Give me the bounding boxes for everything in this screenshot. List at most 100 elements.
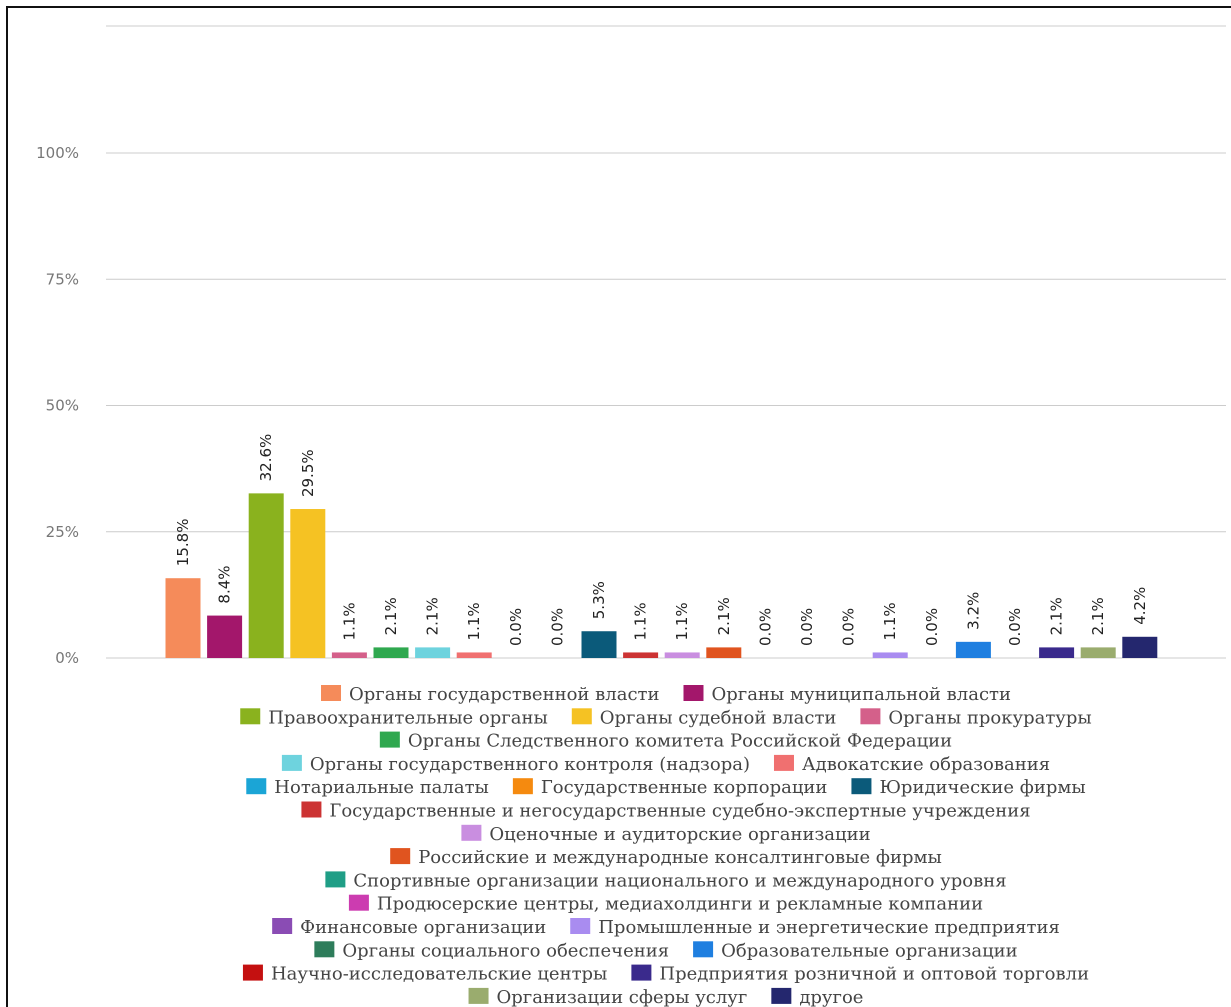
- legend-label: Органы прокуратуры: [888, 707, 1091, 728]
- data-label: 32.6%: [257, 434, 275, 482]
- legend-item[interactable]: Организации сферы услуг: [468, 987, 748, 1007]
- data-label: 2.1%: [382, 597, 400, 635]
- legend-swatch: [683, 685, 704, 701]
- data-label: 2.1%: [715, 597, 733, 635]
- legend-swatch: [240, 708, 261, 725]
- data-label: 29.5%: [299, 449, 317, 497]
- legend: Органы государственной власти Органы муни…: [240, 684, 1092, 1007]
- bar: [165, 578, 201, 658]
- legend-label: Государственные корпорации: [541, 777, 828, 798]
- legend-item[interactable]: Российские и международные консалтинговы…: [390, 847, 942, 868]
- legend-item[interactable]: другое: [771, 987, 863, 1007]
- legend-swatch: [512, 778, 533, 795]
- legend-label: Научно-исследовательские центры: [271, 964, 607, 985]
- legend-item[interactable]: Юридические фирмы: [851, 777, 1086, 798]
- legend-item[interactable]: Образовательные организации: [693, 940, 1018, 961]
- legend-label: Финансовые организации: [300, 917, 546, 938]
- legend-swatch: [570, 918, 591, 934]
- legend-item[interactable]: Органы Следственного комитета Российской…: [379, 731, 952, 752]
- data-label: 0.0%: [507, 608, 525, 646]
- legend-swatch: [571, 708, 592, 725]
- legend-swatch: [321, 685, 342, 701]
- legend-label: Органы государственного контроля (надзор…: [310, 754, 750, 775]
- legend-item[interactable]: Органы муниципальной власти: [683, 684, 1011, 705]
- legend-swatch: [461, 824, 482, 841]
- data-label: 1.1%: [881, 602, 899, 640]
- legend-label: Правоохранительные органы: [268, 707, 548, 728]
- bar: [955, 641, 991, 658]
- data-label: 2.1%: [1048, 597, 1066, 635]
- legend-item[interactable]: Органы социального обеспечения: [314, 940, 669, 961]
- bar: [1039, 647, 1075, 658]
- legend-item[interactable]: Органы судебной власти: [571, 707, 837, 728]
- legend-item[interactable]: Государственные корпорации: [512, 777, 828, 798]
- legend-swatch: [631, 964, 652, 981]
- legend-swatch: [773, 754, 794, 771]
- legend-swatch: [693, 941, 714, 958]
- legend-item[interactable]: Правоохранительные органы: [240, 707, 548, 728]
- legend-label: Образовательные организации: [721, 940, 1018, 961]
- data-label: 0.0%: [840, 608, 858, 646]
- legend-item[interactable]: Органы государственного контроля (надзор…: [281, 754, 750, 775]
- y-tick-label: 0%: [55, 649, 79, 667]
- data-label: 1.1%: [673, 602, 691, 640]
- legend-label: Российские и международные консалтинговы…: [418, 847, 942, 868]
- legend-label: Органы Следственного комитета Российской…: [408, 731, 952, 752]
- legend-swatch: [860, 708, 881, 725]
- legend-item[interactable]: Органы прокуратуры: [860, 707, 1092, 728]
- legend-swatch: [242, 964, 263, 981]
- legend-swatch: [348, 894, 369, 911]
- bar: [373, 647, 409, 658]
- legend-label: Предприятия розничной и оптовой торговли: [659, 964, 1089, 985]
- data-label: 15.8%: [174, 519, 192, 567]
- legend-swatch: [468, 987, 489, 1004]
- legend-label: Органы муниципальной власти: [711, 684, 1011, 705]
- legend-item[interactable]: Оценочные и аудиторские организации: [461, 824, 871, 845]
- y-tick-label: 25%: [46, 523, 79, 541]
- legend-item[interactable]: Научно-исследовательские центры: [242, 964, 607, 985]
- data-label: 2.1%: [424, 597, 442, 635]
- legend-label: Органы судебной власти: [600, 707, 837, 728]
- data-label: 0.0%: [923, 608, 941, 646]
- data-label: 4.2%: [1131, 587, 1149, 625]
- legend-item[interactable]: Продюсерские центры, медиахолдинги и рек…: [348, 894, 983, 915]
- legend-item[interactable]: Промышленные и энергетические предприяти…: [570, 917, 1060, 938]
- y-tick-label: 100%: [36, 144, 79, 162]
- legend-item[interactable]: Органы государственной власти: [321, 684, 659, 705]
- legend-swatch: [390, 848, 411, 865]
- legend-swatch: [301, 801, 322, 818]
- legend-label: Государственные и негосударственные суде…: [329, 801, 1030, 822]
- data-label: 1.1%: [632, 602, 650, 640]
- legend-item[interactable]: Предприятия розничной и оптовой торговли: [631, 964, 1089, 985]
- legend-label: Юридические фирмы: [879, 777, 1085, 798]
- bar: [248, 493, 284, 658]
- legend-label: Продюсерские центры, медиахолдинги и рек…: [377, 894, 983, 915]
- data-label: 0.0%: [798, 608, 816, 646]
- bar: [415, 647, 451, 658]
- legend-label: Оценочные и аудиторские организации: [489, 824, 870, 845]
- legend-swatch: [379, 731, 400, 748]
- legend-swatch: [281, 754, 302, 771]
- data-label: 1.1%: [465, 602, 483, 640]
- legend-label: Организации сферы услуг: [497, 987, 748, 1007]
- legend-item[interactable]: Финансовые организации: [272, 917, 546, 938]
- legend-swatch: [246, 778, 267, 795]
- legend-label: Органы социального обеспечения: [342, 940, 669, 961]
- bar: [331, 652, 367, 658]
- legend-item[interactable]: Нотариальные палаты: [246, 777, 489, 798]
- legend-swatch: [851, 778, 872, 795]
- legend-label: Органы государственной власти: [349, 684, 659, 705]
- legend-swatch: [314, 941, 335, 958]
- legend-label: Промышленные и энергетические предприяти…: [598, 917, 1060, 938]
- bar: [872, 652, 908, 658]
- y-tick-label: 50%: [46, 397, 79, 415]
- data-label: 8.4%: [216, 565, 234, 603]
- legend-item[interactable]: Спортивные организации национального и м…: [325, 870, 1007, 891]
- legend-swatch: [325, 871, 346, 888]
- legend-item[interactable]: Государственные и негосударственные суде…: [301, 801, 1031, 822]
- data-label: 0.0%: [756, 608, 774, 646]
- y-tick-label: 75%: [46, 270, 79, 288]
- legend-item[interactable]: Адвокатские образования: [773, 754, 1050, 775]
- data-labels: 15.8% 8.4% 32.6% 29.5% 1.1% 2.1% 2.1% 1.1% 0.0% 0…: [174, 434, 1149, 646]
